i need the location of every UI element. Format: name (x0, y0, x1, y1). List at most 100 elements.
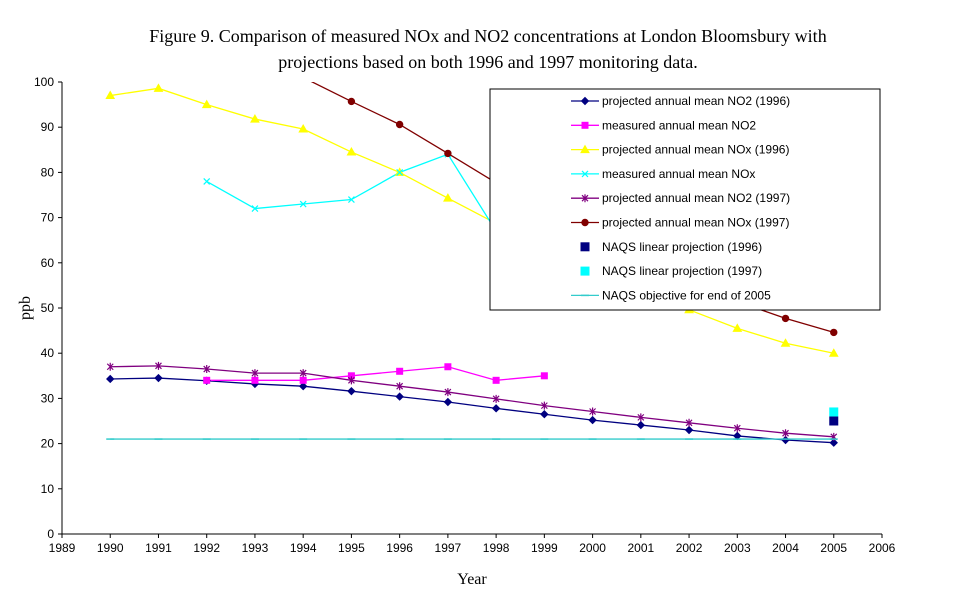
y-tick-label: 100 (34, 75, 54, 89)
data-point (781, 435, 790, 445)
legend: projected annual mean NO2 (1996) measured… (489, 88, 881, 311)
legend-item: measured annual mean NO2 (571, 118, 756, 132)
legend-label: measured annual mean NOx (602, 167, 755, 181)
legend-box (489, 88, 881, 311)
legend-item: NAQS linear projection (1997) (580, 264, 762, 278)
x-tick-label: 1998 (483, 541, 510, 555)
x-tick-label: 1993 (242, 541, 269, 555)
data-point (781, 314, 790, 323)
legend-marker (581, 218, 589, 227)
data-point (829, 407, 839, 417)
legend-item: NAQS linear projection (1996) (580, 240, 762, 254)
data-point (299, 200, 307, 208)
data-point (830, 328, 838, 337)
data-point (153, 83, 164, 92)
legend-marker (580, 242, 590, 252)
x-tick-label: 1997 (435, 541, 462, 555)
data-point (347, 376, 355, 385)
data-point (443, 193, 453, 202)
y-tick-label: 50 (41, 301, 55, 315)
data-point (396, 367, 404, 375)
legend-item: NAQS objective for end of 2005 (571, 288, 771, 302)
legend-label: projected annual mean NOx (1996) (602, 143, 789, 157)
data-point (684, 425, 694, 435)
data-point (733, 424, 741, 433)
y-tick-label: 70 (41, 211, 55, 225)
y-axis-title: ppb (17, 296, 34, 320)
data-point (780, 338, 791, 347)
y-tick-label: 20 (41, 437, 55, 451)
x-tick-label: 2000 (579, 541, 606, 555)
data-point (347, 386, 356, 396)
data-point (395, 120, 404, 129)
data-point (829, 416, 839, 426)
x-tick-label: 1996 (386, 541, 413, 555)
data-point (155, 361, 162, 370)
legend-marker (580, 96, 590, 106)
data-point (395, 392, 404, 401)
series-line (206, 366, 545, 381)
data-point (540, 410, 549, 419)
data-point (492, 394, 500, 403)
data-point (347, 97, 356, 106)
data-point (685, 418, 693, 427)
data-point (396, 382, 404, 391)
chart-title-line-2: projections based on both 1996 and 1997 … (278, 52, 697, 72)
legend-item: projected annual mean NO2 (1996) (571, 94, 790, 108)
series-line (110, 365, 834, 438)
data-point (106, 374, 115, 384)
data-point (154, 373, 163, 383)
data-point (298, 381, 308, 391)
data-point (732, 323, 743, 332)
y-tick-label: 90 (41, 120, 55, 134)
data-point (444, 363, 452, 371)
data-point (829, 438, 838, 447)
data-point (589, 407, 597, 416)
data-point (251, 205, 259, 212)
x-tick-label: 2001 (627, 541, 654, 555)
y-tick-label: 10 (41, 482, 55, 496)
legend-marker (580, 266, 590, 276)
data-point (540, 401, 548, 410)
data-point (106, 362, 114, 371)
data-point (299, 369, 307, 378)
x-tick-label: 2006 (869, 541, 896, 555)
x-tick-label: 1989 (49, 541, 76, 555)
x-tick-label: 2005 (820, 541, 847, 555)
data-point (298, 124, 309, 133)
data-point (346, 147, 357, 156)
x-tick-label: 1992 (193, 541, 220, 555)
data-point (203, 365, 211, 374)
chart-title-line-1: Figure 9. Comparison of measured NOx and… (149, 26, 826, 46)
legend-marker (581, 121, 589, 129)
data-point (105, 90, 116, 100)
y-tick-label: 30 (41, 391, 55, 405)
series-line (110, 377, 834, 444)
data-point (444, 149, 452, 158)
legend-label: projected annual mean NOx (1997) (602, 216, 789, 230)
legend-label: NAQS objective for end of 2005 (602, 288, 771, 302)
legend-item: measured annual mean NOx (571, 167, 755, 181)
x-tick-label: 1995 (338, 541, 365, 555)
data-point (491, 404, 501, 413)
data-point (828, 348, 839, 357)
x-tick-label: 1999 (531, 541, 558, 555)
x-tick-label: 1990 (97, 541, 124, 555)
y-tick-label: 0 (47, 527, 54, 541)
data-point (443, 397, 453, 407)
data-point (396, 168, 404, 176)
legend-marker (581, 170, 589, 178)
data-point (782, 429, 789, 438)
legend-label: projected annual mean NO2 (1996) (602, 94, 790, 108)
legend-label: projected annual mean NO2 (1997) (602, 191, 790, 205)
series-line (206, 153, 545, 232)
data-point (636, 420, 646, 430)
y-tick-label: 40 (41, 346, 55, 360)
data-point (251, 376, 259, 384)
x-tick-label: 1994 (290, 541, 317, 555)
x-axis-title: Year (457, 571, 487, 588)
data-point (588, 415, 597, 425)
data-point (251, 369, 259, 378)
data-point (444, 388, 452, 397)
legend-label: measured annual mean NO2 (602, 118, 756, 132)
